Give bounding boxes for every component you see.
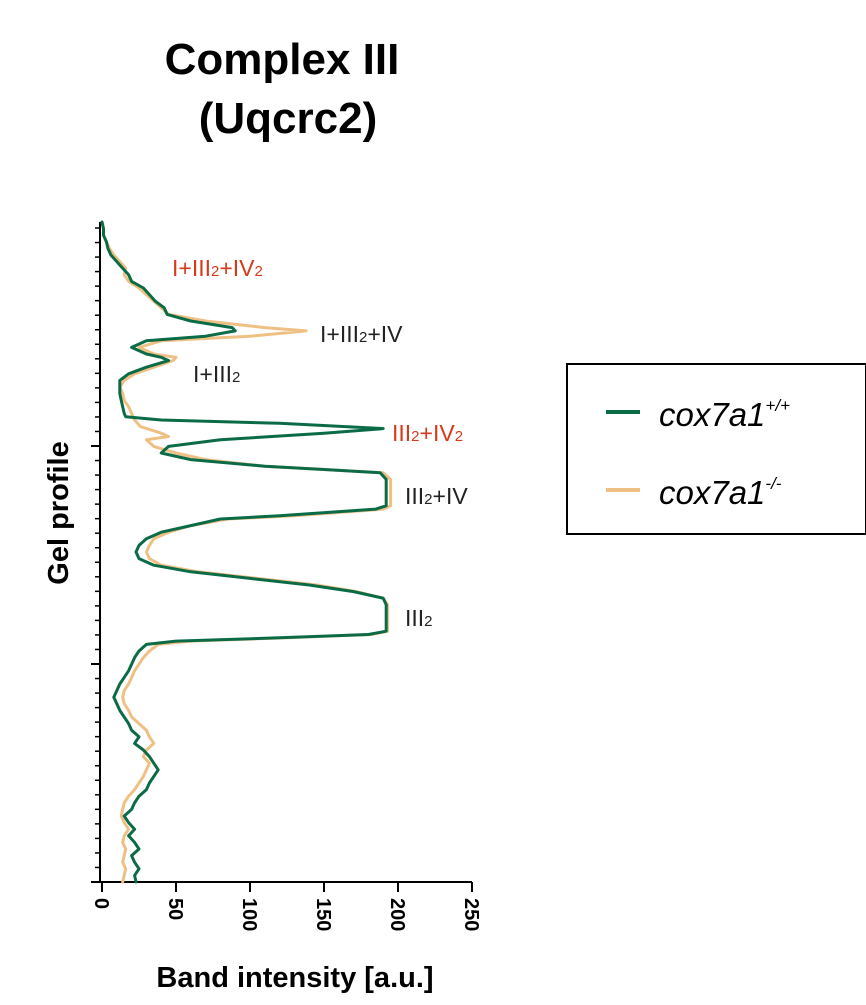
- annotation-text: +IV: [219, 255, 255, 281]
- annotation-text: III: [405, 483, 424, 509]
- legend-box: [566, 363, 866, 535]
- y-axis-label: Gel profile: [43, 441, 75, 584]
- annotation-text: +IV: [367, 321, 403, 347]
- annotation-subscript: 2: [424, 613, 432, 630]
- annotation-a6: III2: [405, 605, 433, 631]
- x-tick-label-100: 100: [238, 898, 260, 931]
- annotation-text: I+III: [320, 321, 359, 347]
- chart-title-line2: (Uqcrc2): [199, 94, 378, 143]
- chart-title-line1: Complex III: [165, 35, 400, 84]
- annotation-text: +IV: [433, 483, 469, 509]
- annotation-subscript: 2: [255, 263, 263, 280]
- annotation-text: I+III: [193, 361, 232, 387]
- x-tick-label-150: 150: [312, 898, 334, 931]
- annotation-subscript: 2: [211, 263, 219, 280]
- legend-sup-wildtype: +/+: [765, 396, 790, 415]
- annotation-a3: I+III2: [193, 361, 240, 387]
- annotation-text: III: [405, 605, 424, 631]
- annotation-text: +IV: [420, 420, 456, 446]
- annotation-text: III: [392, 420, 411, 446]
- x-axis-ticks: 0 50 100 150 200 250: [90, 882, 482, 931]
- legend-label-knockout: cox7a1-/-: [659, 474, 782, 511]
- series-line-knockout: [100, 220, 393, 884]
- annotation-subscript: 2: [232, 369, 240, 386]
- x-axis-label: Band intensity [a.u.]: [156, 962, 433, 994]
- legend-sup-knockout: -/-: [765, 474, 781, 493]
- band-annotations: I+III2+IV2I+III2+IVI+III2III2+IV2III2+IV…: [172, 255, 468, 631]
- x-tick-label-250: 250: [460, 898, 482, 931]
- x-tick-label-50: 50: [164, 898, 186, 920]
- x-tick-label-200: 200: [386, 898, 408, 931]
- annotation-subscript: 2: [411, 428, 419, 445]
- legend-name-knockout: cox7a1: [659, 474, 765, 511]
- annotation-a1: I+III2+IV2: [172, 255, 263, 281]
- annotation-a5: III2+IV: [405, 483, 468, 509]
- y-axis-ticks: [91, 227, 100, 883]
- annotation-subscript: 2: [455, 428, 463, 445]
- annotation-subscript: 2: [359, 329, 367, 346]
- series-layer: [100, 220, 393, 884]
- x-tick-label-0: 0: [90, 898, 112, 909]
- annotation-text: I+III: [172, 255, 211, 281]
- annotation-subscript: 2: [424, 491, 432, 508]
- legend: cox7a1+/+ cox7a1-/-: [566, 363, 866, 535]
- annotation-a4: III2+IV2: [392, 420, 463, 446]
- series-line-wildtype: [100, 220, 388, 884]
- legend-name-wildtype: cox7a1: [659, 396, 765, 433]
- legend-label-wildtype: cox7a1+/+: [659, 396, 790, 433]
- annotation-a2: I+III2+IV: [320, 321, 403, 347]
